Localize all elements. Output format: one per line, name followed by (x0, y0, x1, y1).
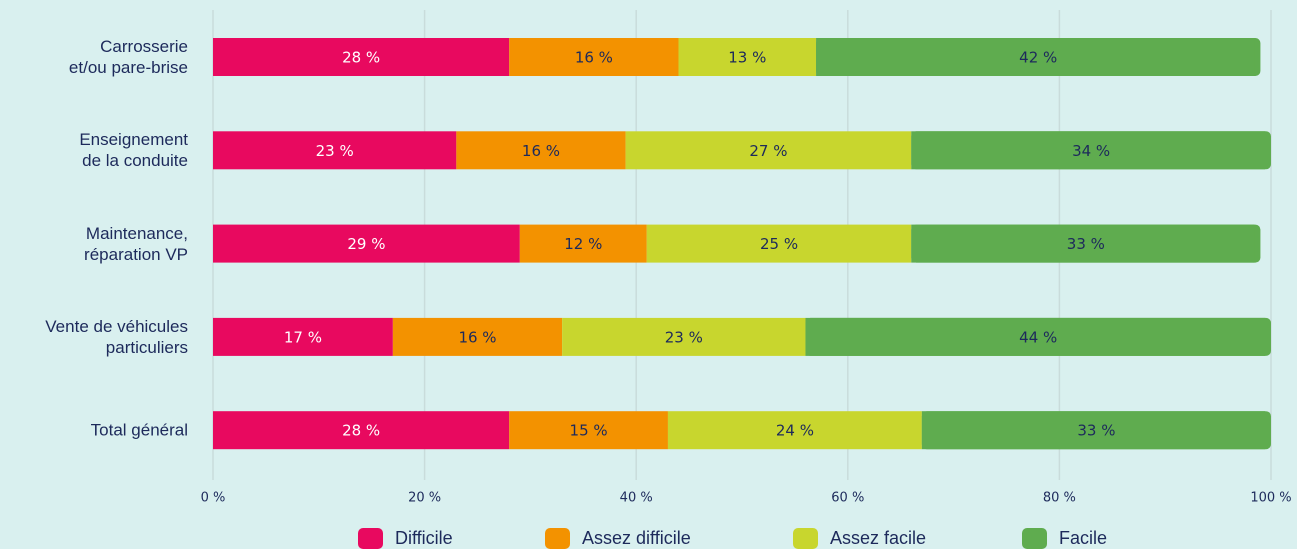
bar-segment (509, 38, 679, 76)
legend-label: Assez facile (830, 528, 926, 548)
bar-segment (678, 38, 817, 76)
data-label: 34 % (1072, 142, 1110, 160)
data-label: 12 % (564, 235, 602, 253)
data-label: 44 % (1019, 328, 1057, 346)
data-label: 16 % (522, 142, 560, 160)
legend-label: Assez difficile (582, 528, 691, 548)
bar-segment (213, 411, 510, 450)
bar-segment (816, 38, 1255, 76)
category-label: Maintenance, réparation VP (84, 223, 188, 264)
data-label: 33 % (1077, 422, 1115, 440)
x-tick-label: 100 % (1250, 491, 1291, 506)
data-label: 33 % (1067, 235, 1105, 253)
legend-label: Facile (1059, 528, 1107, 548)
bar-segment (392, 317, 563, 356)
data-label: 13 % (728, 49, 766, 67)
data-label: 16 % (575, 49, 613, 67)
bar-segment (646, 224, 912, 263)
category-label: Total général (90, 420, 188, 440)
bar-segment (213, 38, 510, 76)
category-label: Enseignement de la conduite (79, 130, 188, 171)
category-label: Carrosserie et/ou pare-brise (68, 37, 188, 77)
category-label: Vente de véhicules particuliers (45, 316, 188, 357)
data-label: 27 % (749, 142, 787, 160)
data-label: 29 % (347, 235, 385, 253)
data-label: 25 % (760, 235, 798, 253)
data-label: 24 % (776, 422, 814, 440)
bar-segment (509, 411, 668, 450)
bar-segment (519, 224, 647, 263)
bar-segment (911, 224, 1255, 263)
bar-segment (625, 131, 912, 170)
bar-segment (456, 131, 626, 170)
data-label: 16 % (458, 328, 496, 346)
bar-segment (921, 411, 1265, 450)
data-label: 17 % (284, 328, 322, 346)
bar-segment (213, 224, 520, 263)
data-label: 28 % (342, 49, 380, 67)
data-label: 15 % (570, 422, 608, 440)
bar-segment (911, 131, 1265, 170)
legend-swatch (793, 528, 818, 549)
x-tick-label: 0 % (201, 491, 226, 506)
data-label: 23 % (665, 328, 703, 346)
bar-segment (213, 131, 457, 170)
legend-swatch (545, 528, 570, 549)
x-tick-label: 20 % (408, 491, 441, 506)
legend-swatch (358, 528, 383, 549)
bar-segment (805, 317, 1265, 356)
bar-segment (667, 411, 922, 450)
legend-swatch (1022, 528, 1047, 549)
legend-label: Difficile (395, 528, 453, 548)
bar-segment (562, 317, 806, 356)
x-tick-label: 40 % (620, 491, 653, 506)
x-tick-label: 60 % (831, 491, 864, 506)
x-tick-label: 80 % (1043, 491, 1076, 506)
data-label: 23 % (316, 142, 354, 160)
bar-segment (213, 317, 393, 356)
data-label: 28 % (342, 422, 380, 440)
data-label: 42 % (1019, 49, 1057, 67)
